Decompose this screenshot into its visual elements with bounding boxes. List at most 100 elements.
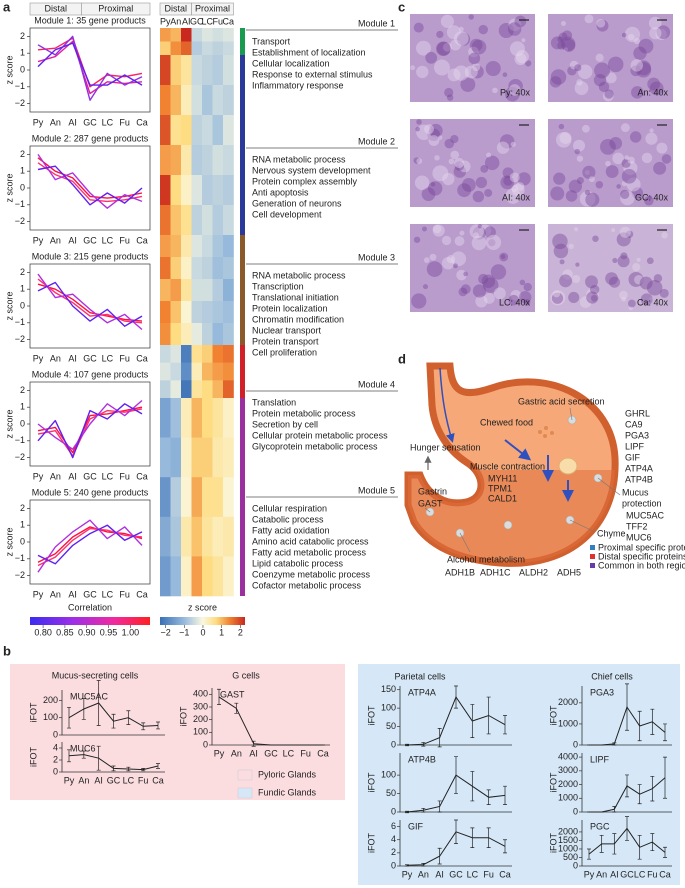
heatmap-cell — [181, 28, 192, 42]
x-tick-label: LC — [102, 117, 114, 127]
heatmap-cell — [202, 41, 213, 56]
micrograph-texture — [458, 26, 464, 32]
go-term: RNA metabolic process — [252, 270, 346, 280]
y-tick-label: 0 — [20, 300, 25, 310]
gene-name: ADH5 — [557, 567, 581, 577]
module-bar — [240, 235, 245, 345]
heatmap-cell — [191, 380, 203, 399]
panel-label: a — [3, 0, 11, 14]
heatmap-cell — [212, 556, 224, 597]
heatmap-cell — [191, 145, 203, 176]
pyloric-background — [10, 664, 345, 800]
x-tick-label: Py — [33, 235, 44, 245]
micrograph-texture — [416, 40, 431, 56]
heatmap-cell — [223, 398, 234, 438]
micrograph-texture — [416, 119, 422, 125]
heatmap-cell — [170, 28, 182, 42]
heatmap-cell — [202, 362, 213, 381]
micrograph-texture — [646, 257, 654, 265]
heatmap-cell — [170, 205, 182, 236]
micrograph-texture — [434, 155, 440, 161]
micrograph-texture — [555, 132, 572, 148]
heatmap-cell — [191, 257, 203, 280]
micrograph-texture — [559, 259, 565, 265]
micrograph-texture — [574, 81, 589, 95]
micrograph-texture — [623, 160, 638, 176]
micrograph-texture — [508, 78, 523, 94]
colorbar-tick-label: 0.80 — [34, 627, 52, 637]
heatmap-cell — [181, 345, 192, 363]
y-axis-label: iFOT — [366, 833, 376, 853]
heatmap-cell — [181, 437, 192, 478]
y-tick-label: 1000 — [558, 718, 578, 728]
go-term: Chromatin modification — [252, 314, 344, 324]
micrograph-texture — [425, 51, 438, 64]
micrograph-texture — [468, 14, 474, 20]
module-title: Module 4: 107 gene products — [32, 369, 149, 379]
heatmap-cell — [170, 41, 182, 56]
micrograph-texture — [576, 177, 584, 184]
micrograph-texture — [605, 160, 611, 167]
x-tick-label: GC — [264, 748, 278, 758]
diagram-text: Chewed food — [480, 417, 533, 427]
micrograph-texture — [514, 15, 527, 28]
micrograph-texture — [590, 294, 598, 302]
heatmap-cell — [223, 235, 234, 258]
micrograph-texture — [511, 183, 525, 197]
micrograph-texture — [647, 195, 652, 200]
heatmap-cell — [160, 175, 171, 206]
x-tick-label: An — [231, 748, 242, 758]
micrograph-texture — [631, 187, 644, 199]
colorbar-tick-label: −1 — [179, 627, 189, 637]
module-title: Module 3: 215 gene products — [32, 251, 149, 261]
micrograph-texture — [523, 298, 531, 306]
heatmap-cell — [181, 235, 192, 258]
gene-label: GAST — [220, 689, 245, 699]
legend-swatch — [590, 554, 595, 559]
heatmap-cell — [170, 145, 182, 176]
profile-line — [37, 403, 143, 459]
module-bar — [240, 345, 245, 398]
heatmap-cell — [202, 323, 213, 346]
x-tick-label: AI — [68, 117, 77, 127]
y-axis-label: iFOT — [28, 747, 38, 767]
heatmap-cell — [212, 55, 224, 86]
heatmap-cell — [181, 85, 192, 116]
micrograph-texture — [569, 60, 579, 70]
heatmap-cell — [223, 437, 234, 478]
gene-name: ADH1C — [480, 567, 511, 577]
heatmap-cell — [181, 115, 192, 146]
gene-name: MYH11 — [488, 473, 517, 483]
micrograph-texture — [638, 38, 654, 54]
micrograph-texture — [440, 14, 454, 28]
micrograph-texture — [620, 252, 628, 260]
go-term: Protein transport — [252, 336, 319, 346]
micrograph-texture — [481, 274, 496, 289]
micrograph-texture — [568, 243, 574, 250]
go-term: Protein complex assembly — [252, 176, 358, 186]
micrograph-texture — [552, 290, 561, 298]
micrograph-texture — [509, 41, 525, 57]
x-tick-label: Py — [33, 589, 44, 599]
micrograph-texture — [464, 65, 478, 79]
go-term: Protein localization — [252, 303, 328, 313]
micrograph-texture — [647, 77, 661, 91]
profile-line — [37, 40, 143, 95]
heatmap-cell — [202, 398, 213, 438]
profile-line — [37, 524, 143, 565]
group-title: G cells — [232, 670, 260, 680]
micrograph-texture — [644, 195, 654, 206]
micrograph-texture — [488, 239, 496, 247]
y-tick-label: 1000 — [558, 843, 578, 853]
micrograph-texture — [423, 257, 430, 263]
profile-line — [37, 35, 143, 101]
heatmap-column-label: Py — [160, 16, 171, 26]
x-tick-label: LC — [634, 869, 646, 879]
go-term: Nuclear transport — [252, 325, 322, 335]
micrograph-texture — [625, 230, 634, 238]
error-bar — [503, 715, 507, 735]
region-box — [191, 2, 234, 16]
y-tick-label: 50 — [386, 788, 396, 798]
micrograph-texture — [619, 226, 631, 238]
